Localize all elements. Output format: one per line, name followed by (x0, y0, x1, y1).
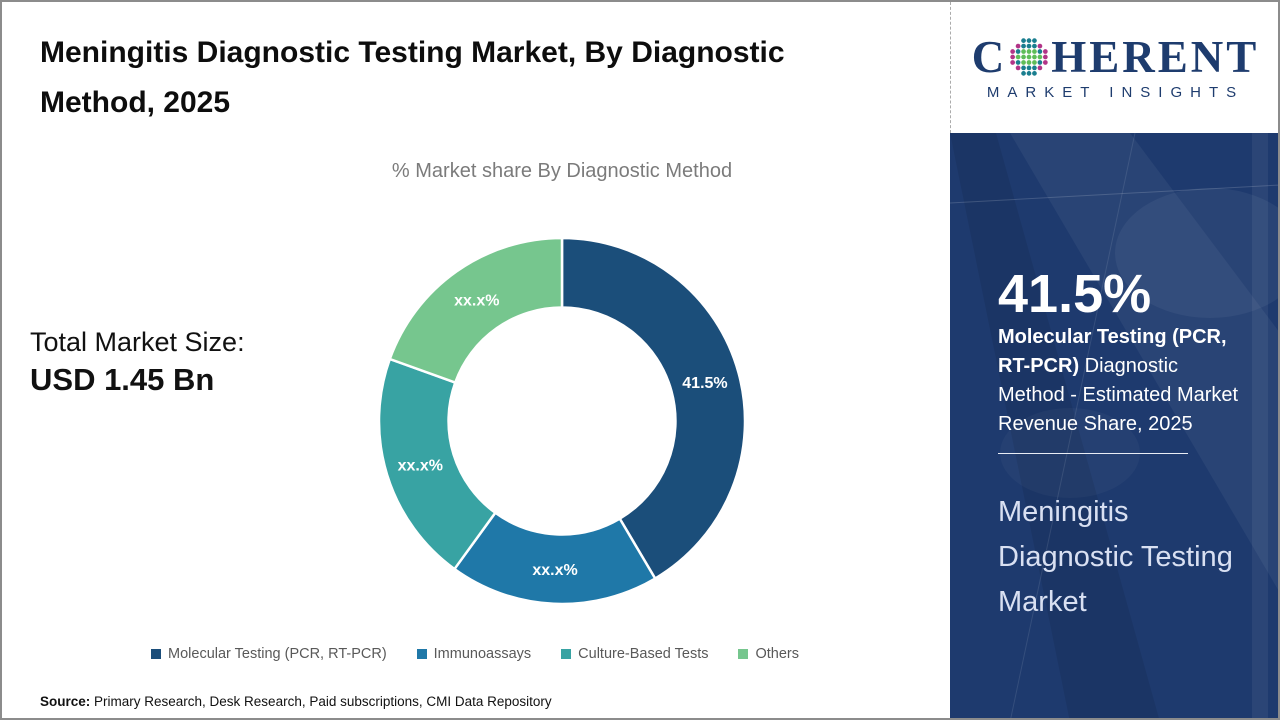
sidebar: C HERENT MARKET INSIGHTS (950, 2, 1278, 718)
donut-chart: 41.5% xx.x% xx.x% xx.x% (374, 233, 750, 609)
donut-chart-svg: 41.5% xx.x% xx.x% xx.x% (377, 236, 747, 606)
legend-marker-icon (561, 649, 572, 659)
legend-label: Molecular Testing (PCR, RT-PCR) (168, 646, 387, 662)
highlight-description-bold: Molecular Testing (PCR, RT-PCR) (998, 326, 1227, 377)
chart-title: % Market share By Diagnostic Method (391, 160, 733, 182)
legend-label: Culture-Based Tests (578, 646, 709, 662)
source-label: Source: (40, 694, 91, 709)
brand-letter-c: C (971, 31, 1008, 82)
total-market-size-block: Total Market Size: USD 1.45 Bn (30, 324, 245, 400)
sidebar-panel: 41.5% Molecular Testing (PCR, RT-PCR) Di… (950, 133, 1278, 718)
world-map-texture (950, 133, 1278, 718)
source-note: Source: Primary Research, Desk Research,… (40, 694, 552, 709)
brand-letters-rest: HERENT (1051, 31, 1260, 82)
total-market-size-label: Total Market Size: (30, 327, 245, 357)
legend-marker-icon (416, 649, 427, 659)
legend-marker-icon (738, 649, 749, 659)
legend-item-0: Molecular Testing (PCR, RT-PCR) (151, 646, 387, 662)
underline-rule (998, 453, 1188, 454)
legend-marker-icon (151, 649, 162, 659)
brand-logo: C HERENT MARKET INSIGHTS (950, 2, 1278, 133)
legend-item-2: Culture-Based Tests (561, 646, 708, 662)
donut-segment-3 (388, 236, 564, 385)
highlight-description: Molecular Testing (PCR, RT-PCR) Diagnost… (998, 323, 1250, 439)
source-text: Primary Research, Desk Research, Paid su… (90, 694, 552, 709)
page-title: Meningitis Diagnostic Testing Market, By… (40, 36, 785, 119)
coherent-globe-icon (1010, 38, 1048, 76)
donut-label-1: xx.x% (532, 562, 577, 579)
legend-label: Others (755, 646, 799, 662)
chart-legend: Molecular Testing (PCR, RT-PCR) Immunoass… (2, 646, 948, 662)
total-market-size-value: USD 1.45 Bn (30, 362, 215, 397)
donut-label-0: 41.5% (682, 375, 727, 392)
donut-label-3: xx.x% (454, 293, 499, 310)
donut-label-2: xx.x% (398, 458, 443, 475)
legend-item-1: Immunoassays (416, 646, 532, 662)
brand-wordmark: C HERENT (971, 31, 1260, 82)
donut-segment-0 (560, 236, 747, 581)
market-name: Meningitis Diagnostic Testing Market (998, 496, 1233, 618)
brand-subtitle: MARKET INSIGHTS (986, 83, 1245, 101)
highlight-percentage: 41.5% (998, 264, 1152, 324)
legend-item-3: Others (738, 646, 799, 662)
highlight-description-rest: Diagnostic Method - Estimated Market Rev… (998, 355, 1239, 435)
legend-label: Immunoassays (433, 646, 532, 662)
